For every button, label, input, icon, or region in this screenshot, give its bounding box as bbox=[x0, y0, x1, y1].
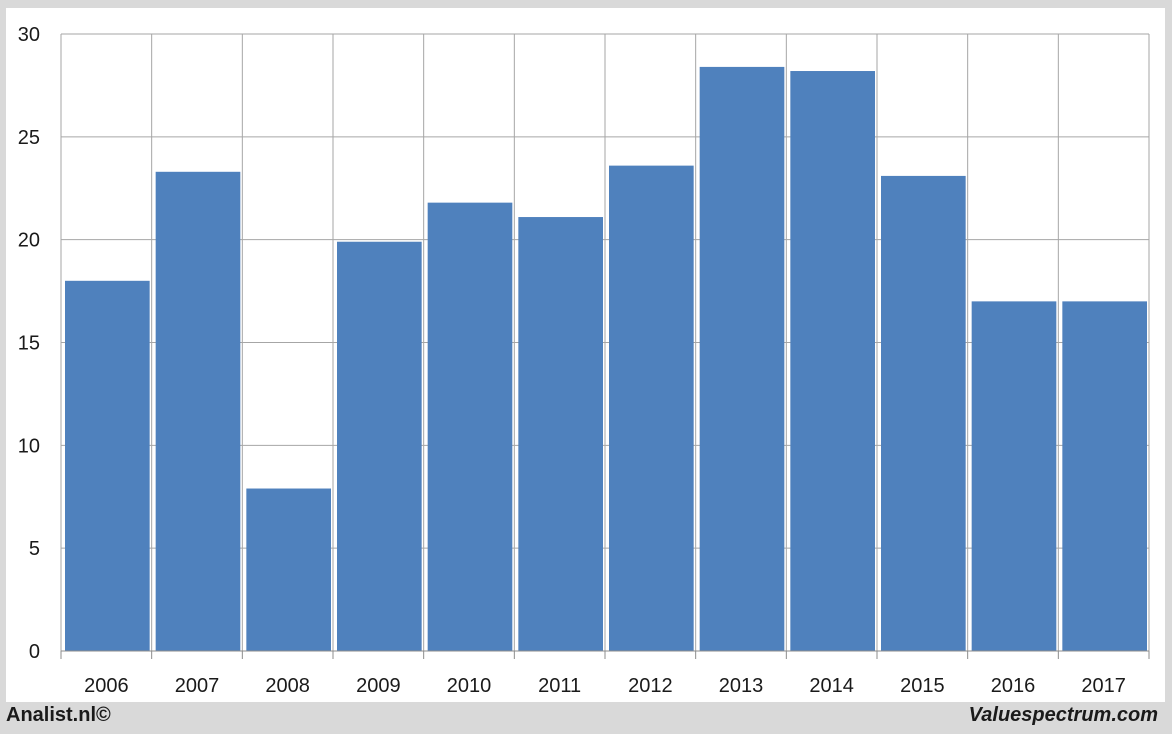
bar-2015 bbox=[881, 175, 966, 651]
bar-2008 bbox=[246, 488, 331, 651]
bar-2017 bbox=[1062, 301, 1147, 651]
x-tick-label: 2011 bbox=[538, 675, 581, 697]
x-tick-label: 2006 bbox=[84, 675, 129, 697]
y-tick-label: 10 bbox=[18, 435, 40, 457]
bar-2014 bbox=[790, 71, 875, 651]
y-tick-label: 25 bbox=[18, 127, 40, 149]
bar-2009 bbox=[337, 241, 422, 651]
bar-2012 bbox=[609, 165, 694, 652]
y-tick-label: 5 bbox=[29, 538, 40, 560]
x-tick-label: 2017 bbox=[1081, 675, 1126, 697]
bar-2006 bbox=[65, 280, 150, 651]
x-tick-label: 2009 bbox=[356, 675, 401, 697]
footer-brand-left: Analist.nl© bbox=[6, 704, 111, 726]
x-tick-label: 2012 bbox=[628, 675, 673, 697]
bar-2011 bbox=[518, 217, 603, 651]
y-tick-label: 20 bbox=[18, 230, 40, 252]
bar-2007 bbox=[155, 171, 241, 651]
x-tick-label: 2015 bbox=[900, 675, 945, 697]
footer-brand-right: Valuespectrum.com bbox=[968, 704, 1158, 726]
bar-2016 bbox=[971, 301, 1057, 651]
x-tick-label: 2016 bbox=[991, 675, 1036, 697]
x-tick-label: 2007 bbox=[175, 675, 220, 697]
bar-2010 bbox=[427, 202, 513, 651]
bar-2013 bbox=[699, 66, 785, 651]
x-tick-label: 2014 bbox=[809, 675, 854, 697]
y-tick-label: 0 bbox=[29, 641, 40, 663]
x-tick-label: 2010 bbox=[447, 675, 492, 697]
x-tick-label: 2008 bbox=[265, 675, 310, 697]
y-tick-label: 30 bbox=[18, 24, 40, 46]
x-tick-label: 2013 bbox=[719, 675, 764, 697]
y-tick-label: 15 bbox=[18, 333, 40, 355]
